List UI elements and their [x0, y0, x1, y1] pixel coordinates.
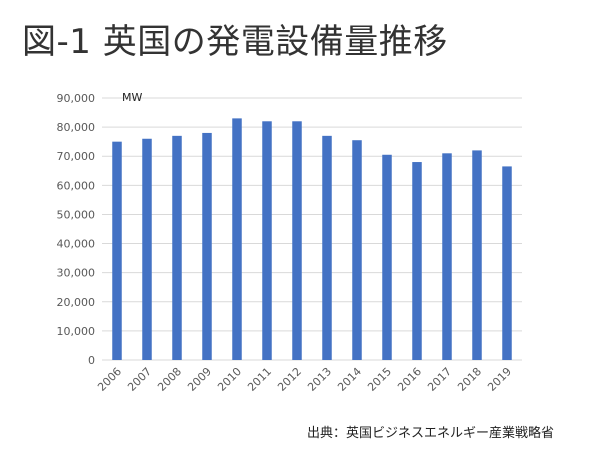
x-tick-label: 2015: [365, 365, 394, 394]
x-tick-label: 2011: [245, 365, 274, 394]
y-tick-label: 80,000: [57, 121, 96, 134]
bar: [112, 141, 122, 360]
y-tick-label: 70,000: [57, 150, 96, 163]
y-unit-label: MW: [122, 91, 142, 104]
bar: [262, 121, 272, 361]
y-tick-label: 20,000: [57, 296, 96, 309]
chart-title: 図-1 英国の発電設備量推移: [22, 22, 448, 62]
bar: [202, 132, 212, 360]
x-tick-label: 2008: [155, 365, 184, 394]
x-tick-label: 2009: [185, 365, 214, 394]
x-tick-label: 2019: [485, 365, 514, 394]
bar: [442, 153, 452, 360]
x-tick-label: 2007: [125, 365, 154, 394]
bar: [412, 162, 422, 360]
x-tick-label: 2018: [455, 365, 484, 394]
x-tick-label: 2017: [425, 365, 454, 394]
x-tick-label: 2006: [95, 365, 124, 394]
bar: [142, 138, 152, 360]
x-tick-label: 2014: [335, 365, 364, 394]
bar: [172, 135, 182, 360]
y-tick-label: 0: [88, 354, 95, 367]
x-tick-label: 2013: [305, 365, 334, 394]
bar: [292, 121, 302, 361]
y-tick-label: 10,000: [57, 325, 96, 338]
x-tick-label: 2016: [395, 365, 424, 394]
source-note: 出典：英国ビジネスエネルギー産業戦略省: [306, 426, 554, 441]
y-tick-label: 30,000: [57, 267, 96, 280]
x-tick-label: 2010: [215, 365, 244, 394]
y-tick-label: 50,000: [57, 208, 96, 221]
x-tick-label: 2012: [275, 365, 304, 394]
y-tick-label: 90,000: [57, 92, 96, 105]
bar: [322, 135, 332, 360]
bar: [382, 154, 392, 360]
bar: [502, 166, 512, 360]
bar: [352, 140, 362, 360]
y-tick-label: 60,000: [57, 179, 96, 192]
y-tick-label: 40,000: [57, 238, 96, 251]
bar: [472, 150, 482, 360]
bar: [232, 118, 242, 360]
